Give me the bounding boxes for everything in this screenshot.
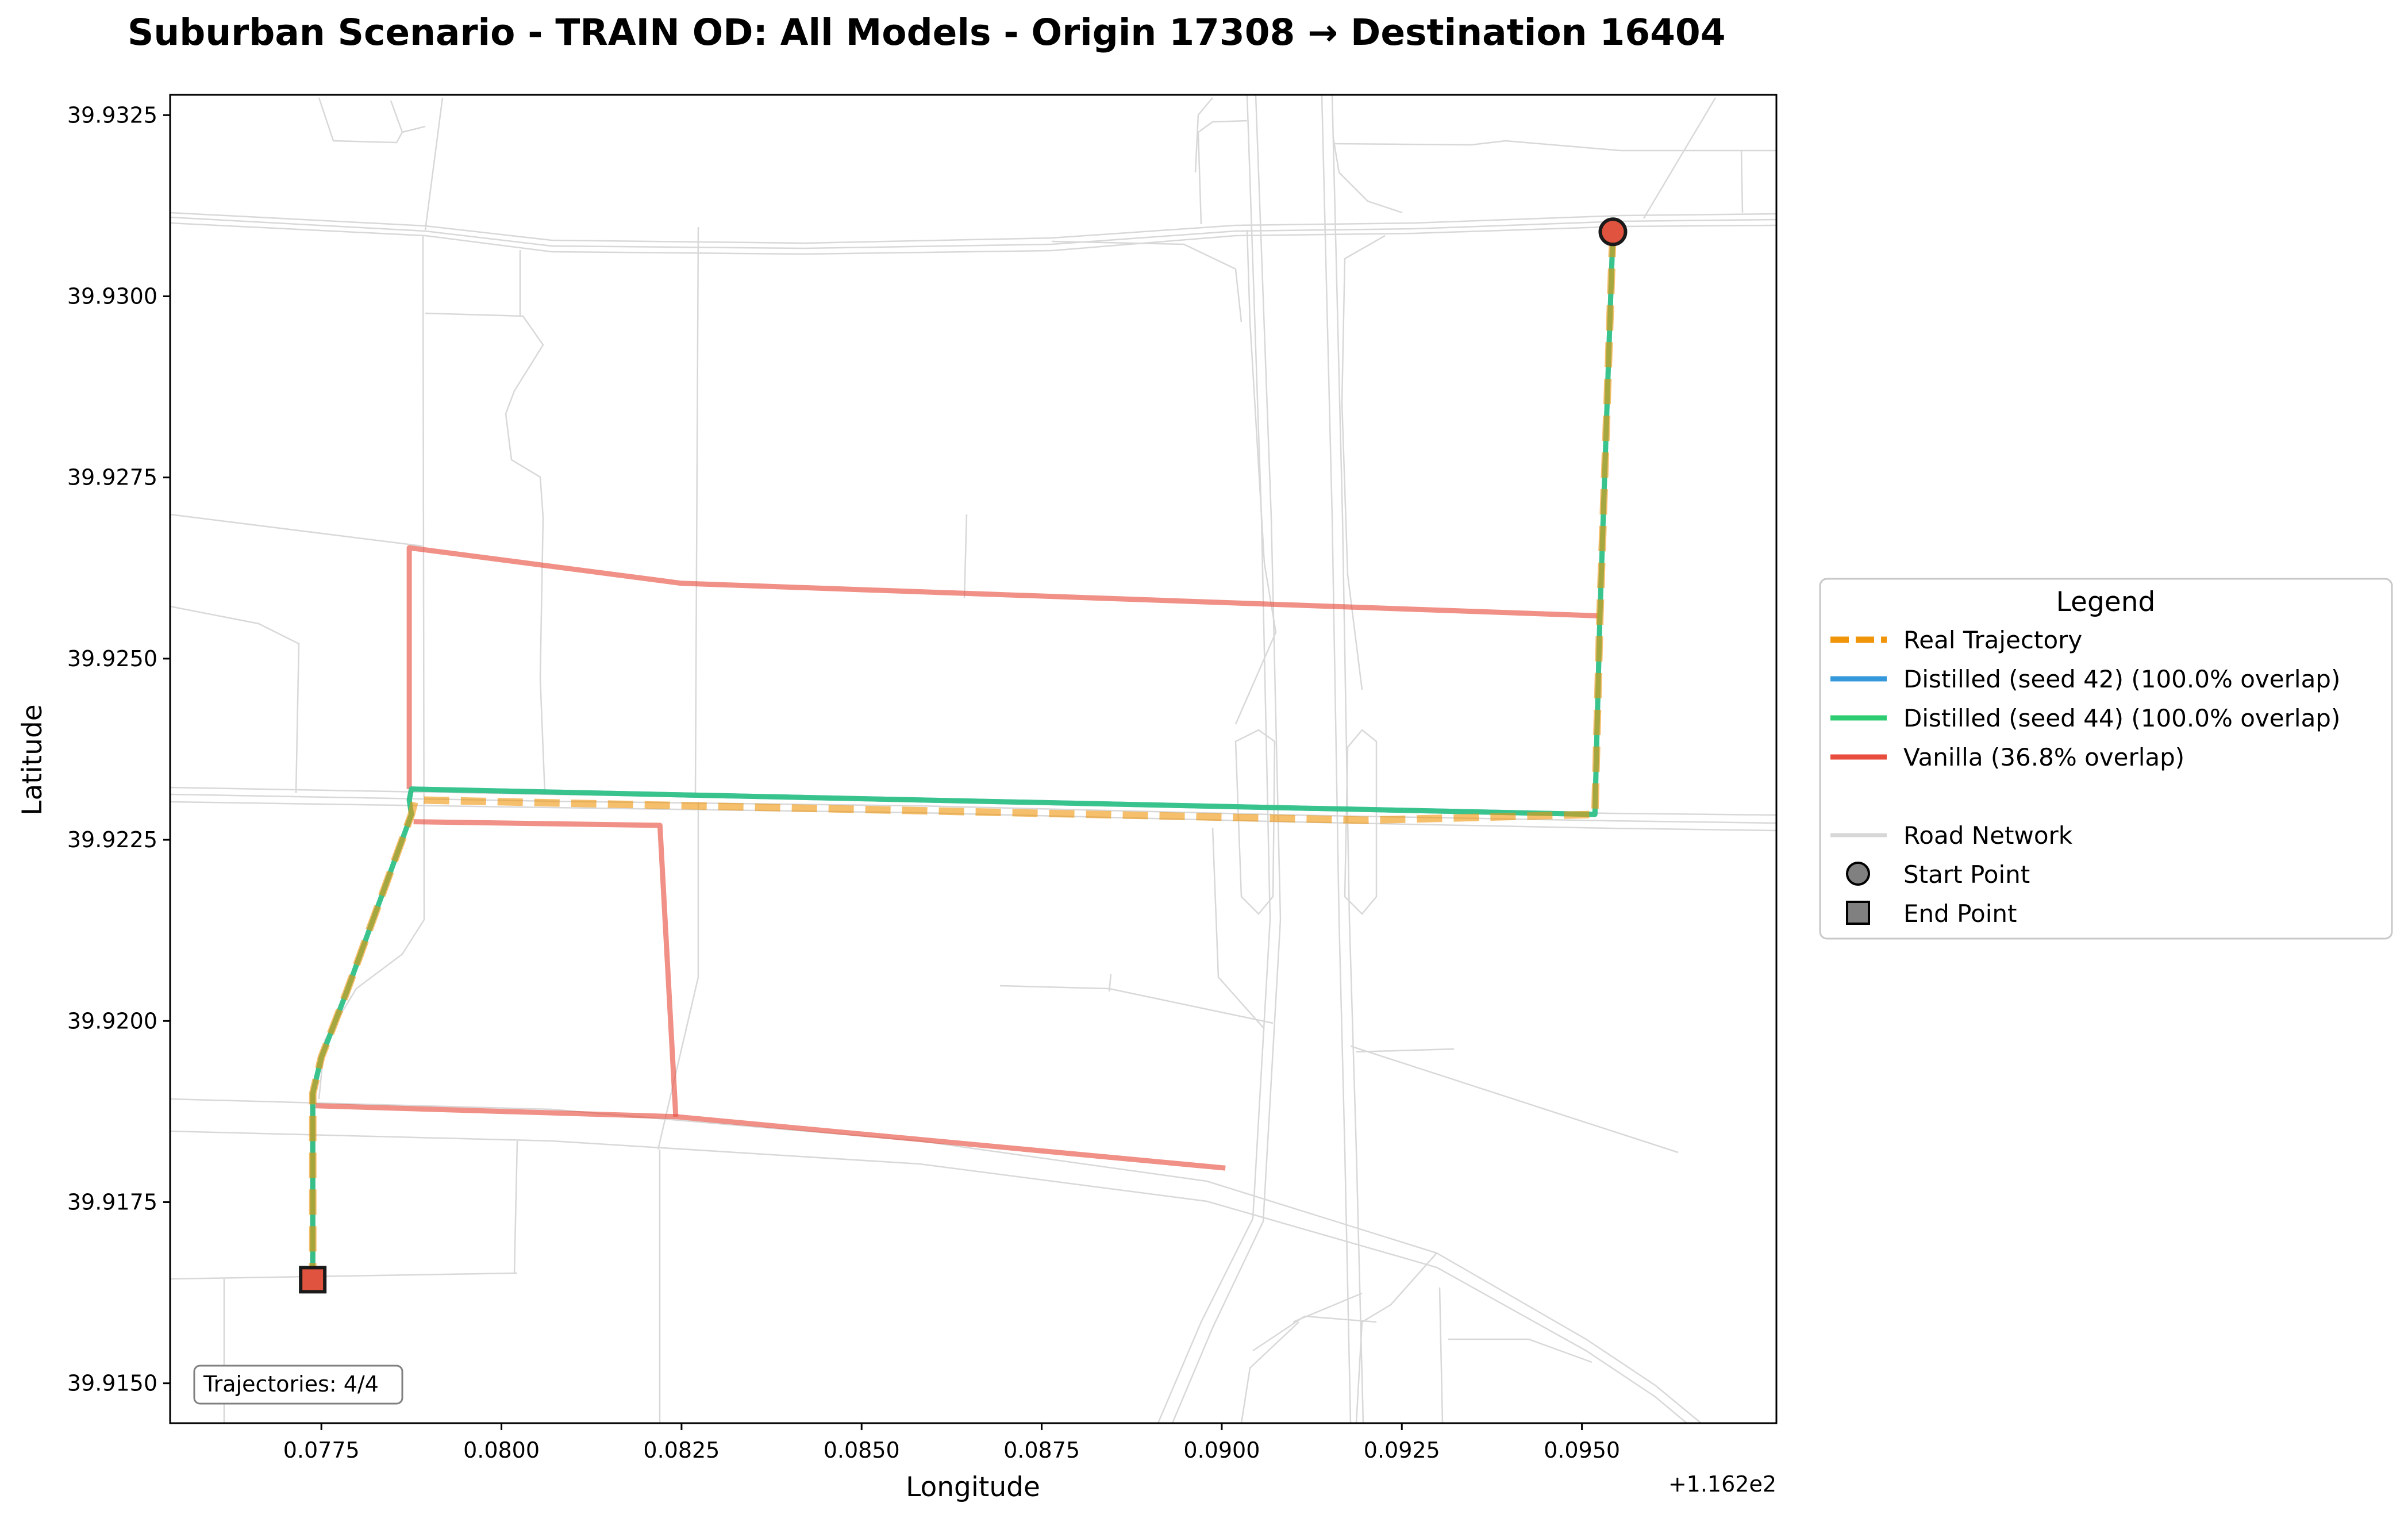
y-tick-label: 39.9275 xyxy=(67,465,157,490)
road xyxy=(170,212,1776,244)
annotation-box xyxy=(193,1365,403,1405)
road xyxy=(1448,1338,1592,1363)
legend-entry-label: Distilled (seed 42) (100.0% overlap) xyxy=(1903,665,2340,693)
road xyxy=(1355,1252,1437,1423)
trajectory-count-box: Trajectories: 4/4 xyxy=(193,1365,403,1405)
legend-entry: Start Point xyxy=(1846,860,2030,889)
road xyxy=(1350,1045,1679,1154)
start-point-marker xyxy=(1598,217,1628,247)
legend-entry: Distilled (seed 42) (100.0% overlap) xyxy=(1830,665,2340,693)
road xyxy=(170,1272,518,1280)
vanilla-route xyxy=(413,819,679,1117)
legend-entry-label: Start Point xyxy=(1903,860,2030,889)
road xyxy=(1356,1048,1455,1053)
road xyxy=(694,226,699,794)
legend-entry-label: Real Trajectory xyxy=(1903,626,2082,654)
road xyxy=(390,100,403,133)
trajectory-count-label: Trajectories: 4/4 xyxy=(203,1371,379,1397)
road xyxy=(1157,95,1271,1423)
road xyxy=(1252,1315,1377,1352)
road xyxy=(1333,140,1776,152)
legend-entry-label: Road Network xyxy=(1903,821,2073,850)
road xyxy=(1234,729,1276,915)
trajectory-layer xyxy=(309,232,1617,1280)
legend-entry: Vanilla (36.8% overlap) xyxy=(1830,743,2184,771)
road xyxy=(963,514,968,598)
road xyxy=(1642,97,1717,219)
road xyxy=(424,97,444,230)
y-tick-label: 39.9200 xyxy=(67,1008,157,1033)
road xyxy=(1108,974,1112,992)
road xyxy=(1194,97,1213,173)
vanilla-route xyxy=(406,545,1601,789)
road xyxy=(1211,827,1265,1029)
marker-layer xyxy=(299,217,1628,1294)
y-tick-label: 39.9300 xyxy=(67,283,157,309)
road xyxy=(170,605,300,794)
x-axis-label: Longitude xyxy=(906,1471,1040,1503)
road xyxy=(1321,95,1352,1423)
end-point-marker xyxy=(299,1266,327,1294)
plot-frame xyxy=(169,94,1778,1424)
road xyxy=(1051,240,1243,322)
road xyxy=(1438,1287,1444,1423)
y-axis: 39.9150 39.9175 39.9200 39.9225 39.9250 39.92… xyxy=(67,102,170,1396)
x-tick-label: 0.0775 xyxy=(283,1438,360,1463)
x-tick-label: 0.0925 xyxy=(1364,1438,1440,1463)
road-network xyxy=(170,95,1776,1423)
y-tick-label: 39.9250 xyxy=(67,646,157,671)
legend-swatch xyxy=(1846,901,1870,925)
x-tick-label: 0.0800 xyxy=(463,1438,540,1463)
road xyxy=(1197,120,1248,225)
y-axis-label: Latitude xyxy=(17,704,48,815)
x-tick-label: 0.0950 xyxy=(1544,1438,1620,1463)
road xyxy=(170,793,1776,824)
road xyxy=(513,1140,518,1274)
legend: Legend Real Trajectory Distilled (seed 42… xyxy=(1819,578,2393,940)
legend-entry-label: End Point xyxy=(1903,900,2017,928)
road xyxy=(1341,235,1386,690)
y-tick-label: 39.9150 xyxy=(67,1371,157,1396)
road xyxy=(1293,1292,1363,1323)
road xyxy=(170,216,1776,249)
legend-entry-label: Vanilla (36.8% overlap) xyxy=(1903,743,2184,771)
x-tick-label: 0.0825 xyxy=(643,1438,720,1463)
chart-title: Suburban Scenario - TRAIN OD: All Models… xyxy=(128,11,1726,53)
road xyxy=(1234,229,1277,725)
y-tick-label: 39.9225 xyxy=(67,827,157,852)
y-tick-label: 39.9325 xyxy=(67,102,157,128)
y-tick-label: 39.9175 xyxy=(67,1189,157,1215)
road xyxy=(170,1130,1687,1423)
road xyxy=(657,802,699,1150)
plot-background xyxy=(170,95,1776,1423)
legend-entry: Real Trajectory xyxy=(1830,626,2082,654)
legend-title: Legend xyxy=(2056,586,2156,618)
x-offset-label: +1.162e2 xyxy=(1668,1471,1776,1497)
road xyxy=(170,513,423,547)
x-tick-label: 0.0900 xyxy=(1183,1438,1260,1463)
legend-entry-label: Distilled (seed 44) (100.0% overlap) xyxy=(1903,704,2340,732)
legend-entries: Real Trajectory Distilled (seed 42) (100.… xyxy=(1830,626,2340,928)
legend-entry: Distilled (seed 44) (100.0% overlap) xyxy=(1830,704,2340,732)
plot-area: Trajectories: 4/4 xyxy=(169,94,1778,1424)
legend-swatch xyxy=(1846,862,1870,886)
road xyxy=(1171,95,1282,1423)
x-tick-label: 0.0850 xyxy=(824,1438,900,1463)
vanilla-route xyxy=(316,1103,1226,1171)
road xyxy=(318,97,426,144)
road xyxy=(1740,150,1744,213)
road xyxy=(1331,95,1364,1423)
road xyxy=(1240,1321,1299,1423)
legend-frame xyxy=(1819,578,2393,940)
road xyxy=(1332,137,1403,214)
x-tick-label: 0.0875 xyxy=(1003,1438,1080,1463)
road xyxy=(425,312,546,794)
legend-entry: Road Network xyxy=(1830,821,2073,850)
legend-entry: End Point xyxy=(1846,900,2017,928)
road xyxy=(1344,729,1378,915)
real-trajectory-route xyxy=(309,232,1617,1280)
road xyxy=(170,222,1776,255)
x-axis: 0.0775 0.0800 0.0825 0.0850 0.0875 0.0900 0.09… xyxy=(283,1423,1620,1463)
